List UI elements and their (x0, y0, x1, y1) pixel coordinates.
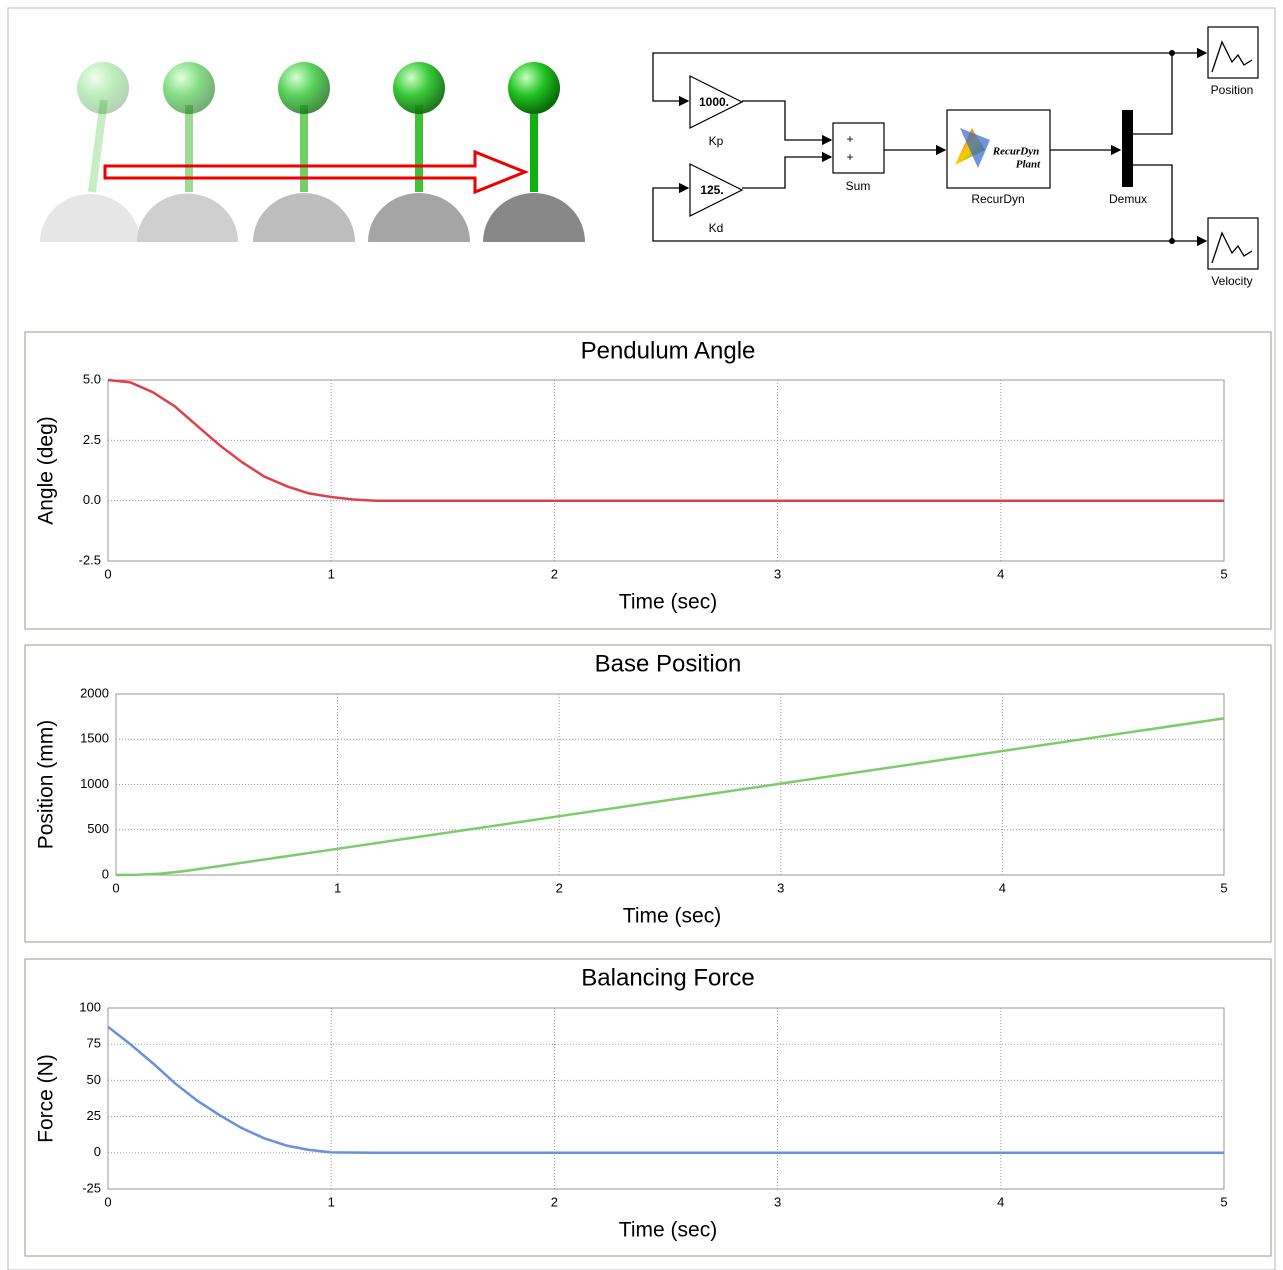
y-tick-label: 1000 (80, 776, 109, 791)
x-tick-label: 5 (1220, 880, 1227, 895)
demux-label: Demux (1109, 192, 1147, 206)
plant-text: RecurDyn (992, 146, 1039, 158)
y-tick-label: -2.5 (79, 552, 101, 567)
sum-label: Sum (846, 179, 871, 193)
data-line (107, 1025, 1224, 1155)
y-tick-label: 2000 (80, 685, 109, 700)
x-tick-label: 1 (328, 1194, 335, 1209)
y-tick-label: 1500 (80, 731, 109, 746)
y-axis-label: Angle (deg) (35, 416, 58, 525)
y-axis-label: Position (mm) (35, 720, 58, 850)
x-tick-label: 4 (997, 1194, 1004, 1209)
scope-label: Velocity (1211, 274, 1252, 288)
x-tick-label: 4 (999, 880, 1006, 895)
pendulum-illustration (40, 62, 585, 242)
chart-panel: 0 1 2 3 4 5 -2.5 0.0 2.5 5.0 Pendulum Angle Time (s… (24, 331, 1272, 630)
y-tick-label: -25 (82, 1180, 101, 1195)
x-tick-label: 0 (104, 566, 111, 581)
plant-text: Plant (1016, 159, 1041, 171)
chart-title: Balancing Force (581, 964, 754, 991)
chart-title: Pendulum Angle (581, 337, 756, 364)
y-tick-label: 0 (102, 866, 109, 881)
x-tick-label: 2 (551, 566, 558, 581)
block-diagram: 1000. Kp 125. Kd + + Sum RecurDyn Plant … (652, 26, 1259, 288)
x-tick-label: 2 (556, 880, 563, 895)
y-tick-label: 100 (79, 999, 101, 1014)
y-axis-label: Force (N) (35, 1054, 58, 1143)
kd-value: 125. (700, 183, 723, 197)
x-tick-label: 5 (1220, 1194, 1227, 1209)
x-tick-label: 4 (997, 566, 1004, 581)
kp-label: Kp (709, 134, 724, 148)
y-tick-label: 0.0 (83, 492, 101, 507)
x-tick-label: 3 (774, 1194, 781, 1209)
kp-value: 1000. (699, 95, 729, 109)
y-tick-label: 500 (87, 821, 109, 836)
kd-label: Kd (709, 221, 724, 235)
plot-area (115, 693, 1225, 876)
x-tick-label: 2 (551, 1194, 558, 1209)
sum-plus: + (846, 150, 853, 164)
sum-plus: + (846, 132, 853, 146)
x-tick-label: 5 (1220, 566, 1227, 581)
y-tick-label: 25 (87, 1108, 101, 1123)
y-tick-label: 5.0 (83, 371, 101, 386)
x-tick-label: 0 (104, 1194, 111, 1209)
y-tick-label: 75 (87, 1036, 101, 1051)
chart-panel: 0 1 2 3 4 5 0 500 1000 1500 2000 Base Position Time … (24, 644, 1272, 943)
x-tick-label: 3 (774, 566, 781, 581)
y-tick-label: 50 (87, 1072, 101, 1087)
x-axis-label: Time (sec) (619, 591, 717, 614)
plot-area (107, 379, 1225, 562)
x-tick-label: 1 (334, 880, 341, 895)
x-tick-label: 1 (328, 566, 335, 581)
y-tick-label: 0 (94, 1144, 101, 1159)
outer-border (7, 7, 1276, 1270)
data-line (107, 378, 1224, 502)
x-tick-label: 0 (112, 880, 119, 895)
y-tick-label: 2.5 (83, 432, 101, 447)
data-line (115, 717, 1225, 877)
x-axis-label: Time (sec) (623, 905, 721, 928)
x-tick-label: 3 (777, 880, 784, 895)
charts: 0 1 2 3 4 5 -2.5 0.0 2.5 5.0 Pendulum Angle Time (s… (24, 331, 1272, 1257)
chart-title: Base Position (595, 650, 742, 677)
scope-label: Position (1211, 83, 1254, 97)
plant-label: RecurDyn (971, 192, 1024, 206)
x-axis-label: Time (sec) (619, 1219, 717, 1242)
plot-area (107, 1007, 1225, 1190)
